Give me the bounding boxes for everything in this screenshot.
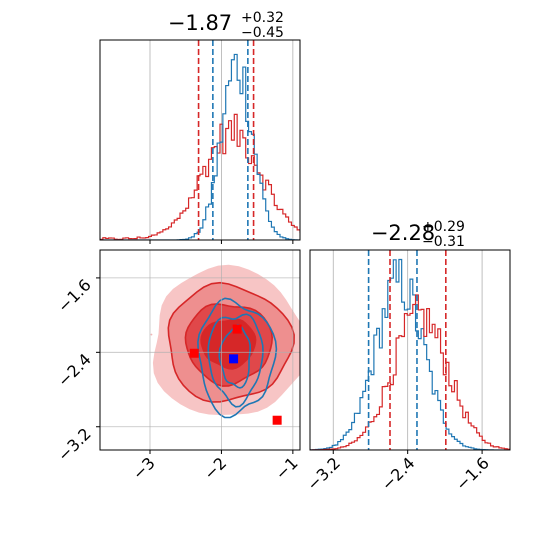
quantile-lines-x	[197, 40, 255, 240]
axes-frame-contour	[99, 249, 301, 451]
contour-red-filled	[152, 264, 300, 415]
tick-label-x: −3	[129, 453, 159, 483]
tick-label: −2.4	[378, 453, 419, 494]
tick-label-x: −1	[272, 453, 302, 483]
tick-label-y: −3.2	[54, 424, 95, 465]
gridlines-x	[149, 40, 294, 240]
histogram-step-red	[310, 294, 510, 450]
panel-title-x: −1.87	[168, 11, 232, 35]
contour-level-red	[200, 318, 257, 370]
contour-blue-lines	[197, 297, 278, 419]
gridlines-y	[332, 250, 483, 450]
tick-label: −1.6	[452, 453, 493, 494]
histogram-step-red	[100, 113, 300, 240]
marker-square	[189, 348, 199, 358]
marker-square	[272, 415, 282, 425]
tick-label-x: −2	[200, 453, 230, 483]
tick-label-y: −1.6	[54, 275, 95, 316]
marker-square	[229, 354, 239, 364]
quantile-lines-y	[367, 250, 447, 450]
sample-point	[150, 333, 153, 336]
tick-label-y: −2.4	[54, 350, 95, 391]
axes-frame-x	[99, 39, 301, 241]
histogram-series-x	[100, 53, 300, 240]
gridlines-contour	[100, 250, 300, 450]
panel-title-x-sup: +0.32	[241, 10, 284, 26]
contour-level-blue	[197, 297, 278, 419]
contour-level-blue	[207, 313, 264, 408]
histogram-panel-y: −3.2 −2.4 −1.6 −2.28 +0.29 −0.31	[303, 219, 511, 494]
panel-title-y-sub: −0.31	[422, 234, 465, 250]
ticks-x-top	[149, 240, 294, 244]
histogram-step-blue	[310, 258, 510, 450]
ticks-y-hist: −3.2 −2.4 −1.6	[303, 450, 493, 494]
histogram-panel-x: −1.87 +0.32 −0.45	[99, 10, 301, 244]
marker-square	[232, 324, 242, 334]
contour-level-blue	[218, 323, 252, 389]
histogram-step-blue	[100, 53, 300, 240]
panel-title-x-sub: −0.45	[241, 25, 284, 41]
tick-label: −3.2	[303, 453, 344, 494]
contour-panel: −3 −2 −1 −1.6 −2.4 −3.2	[54, 249, 302, 484]
axes-frame-y	[309, 249, 511, 451]
panel-title-y: −2.28	[371, 221, 435, 245]
histogram-series-y	[310, 258, 510, 450]
markers	[189, 324, 282, 425]
panel-title-y-sup: +0.29	[422, 219, 465, 235]
